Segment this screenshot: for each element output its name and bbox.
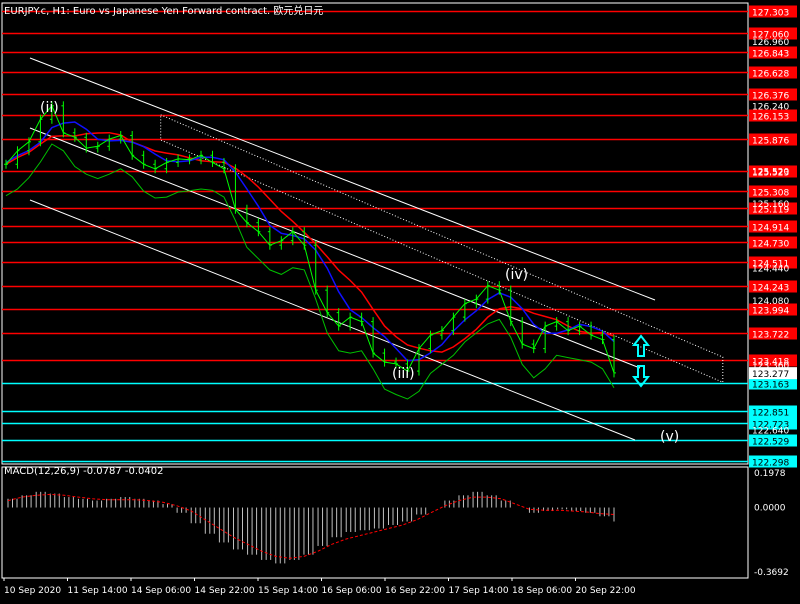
current-price-label: 123.277 xyxy=(752,370,789,380)
channel-lower-line xyxy=(29,199,636,441)
resistance-level-tag xyxy=(749,185,797,198)
signal-arrows xyxy=(631,334,651,388)
price-axis-label: 124.440 xyxy=(752,265,789,275)
time-label: 10 Sep 2020 xyxy=(4,586,61,596)
resistance-level-tag xyxy=(749,327,797,340)
resistance-level-tag xyxy=(749,88,797,101)
macd-axis-label: -0.3692 xyxy=(754,568,789,578)
arrow-down-icon xyxy=(631,365,651,388)
time-axis: 10 Sep 2020 11 Sep 14:00 14 Sep 06:00 14 Se… xyxy=(3,578,636,596)
resistance-level-tag xyxy=(749,66,797,79)
resistance-level-tag xyxy=(749,133,797,146)
support-level-label: 122.529 xyxy=(752,438,789,448)
moving-averages xyxy=(5,121,615,400)
resistance-level-label: 124.914 xyxy=(752,224,789,234)
resistance-level-label: 124.511 xyxy=(752,260,789,270)
support-level-tag xyxy=(749,417,797,430)
macd-plot: 0.1978 0.0000 -0.3692 xyxy=(7,469,789,578)
resistance-level-tag xyxy=(749,27,797,40)
resistance-level-tag xyxy=(749,202,797,215)
resistance-level-label: 125.523 xyxy=(752,169,789,179)
resistance-level-tag xyxy=(749,256,797,269)
support-level-tag xyxy=(749,377,797,390)
price-axis-label: 123.360 xyxy=(752,362,789,372)
resistance-level-tag xyxy=(749,109,797,122)
wave-label: (ii) xyxy=(40,100,59,116)
resistance-level-label: 123.722 xyxy=(752,331,789,341)
resistance-level-tag xyxy=(749,220,797,233)
resistance-level-label: 124.730 xyxy=(752,240,789,250)
support-level-label: 122.298 xyxy=(752,459,789,469)
time-label: 14 Sep 22:00 xyxy=(195,586,255,596)
support-level-label: 122.723 xyxy=(752,421,789,431)
resistance-level-label: 123.994 xyxy=(752,307,789,317)
ma-red-line xyxy=(5,131,615,353)
macd-axis-label: 0.0000 xyxy=(754,504,786,514)
time-label: 11 Sep 14:00 xyxy=(68,586,128,596)
price-close-line xyxy=(5,104,615,374)
wave-label: (iv) xyxy=(505,267,528,283)
resistance-level-label: 125.119 xyxy=(752,206,789,216)
support-level-tag xyxy=(749,455,797,468)
support-level-label: 123.163 xyxy=(752,381,789,391)
time-label: 14 Sep 06:00 xyxy=(131,586,191,596)
macd-axis-label: 0.1978 xyxy=(754,469,786,479)
price-axis-label: 126.240 xyxy=(752,103,789,113)
macd-readout: MACD(12,26,9) -0.0787 -0.0402 xyxy=(4,466,164,477)
resistance-level-tag xyxy=(749,46,797,59)
horizontal-levels xyxy=(2,10,748,463)
channel-middle-line xyxy=(29,127,641,369)
resistance-level-tag xyxy=(749,236,797,249)
resistance-level-label: 125.308 xyxy=(752,189,789,199)
resistance-level-label: 126.843 xyxy=(752,50,789,60)
support-level-tag xyxy=(749,405,797,418)
ichimoku-cloud xyxy=(160,114,724,384)
arrow-up-icon xyxy=(631,334,651,357)
resistance-level-tag xyxy=(749,280,797,293)
resistance-level-tag xyxy=(749,165,797,178)
time-label: 17 Sep 14:00 xyxy=(449,586,509,596)
price-axis-label: 125.520 xyxy=(752,167,789,177)
resistance-level-tag xyxy=(749,354,797,367)
ma-blue-line xyxy=(5,121,615,362)
macd-signal-line xyxy=(7,493,615,559)
time-label: 16 Sep 22:00 xyxy=(385,586,445,596)
price-axis-label: 126.960 xyxy=(752,38,789,48)
resistance-level-label: 127.303 xyxy=(752,9,789,19)
price-axis: 127.303 127.060 126.843 126.628 126.376 126.1… xyxy=(749,5,797,469)
macd-window-frame xyxy=(1,466,749,579)
wave-labels: (ii) (iii) (iv) (v) xyxy=(40,100,679,445)
support-level-tag xyxy=(749,434,797,447)
current-price-tag xyxy=(749,367,797,380)
price-axis-label: 125.160 xyxy=(752,200,789,210)
support-level-label: 122.851 xyxy=(752,409,789,419)
wave-label: (v) xyxy=(660,429,679,445)
price-axis-label: 122.640 xyxy=(752,426,789,436)
price-bars xyxy=(4,101,616,378)
resistance-level-tag xyxy=(749,303,797,316)
main-chart-frame xyxy=(1,2,749,465)
cloud-band xyxy=(160,114,724,384)
chart-title: EURJPY.c, H1: Euro vs Japanese Yen Forwa… xyxy=(4,6,324,17)
wave-label: (iii) xyxy=(392,366,415,382)
ma-green-line xyxy=(5,143,615,400)
resistance-level-label: 127.060 xyxy=(752,31,789,41)
resistance-level-label: 123.418 xyxy=(752,358,789,368)
time-label: 18 Sep 06:00 xyxy=(512,586,572,596)
time-label: 16 Sep 06:00 xyxy=(322,586,382,596)
resistance-level-tag xyxy=(749,5,797,18)
resistance-level-label: 126.153 xyxy=(752,113,789,123)
channel-upper-line xyxy=(29,57,656,301)
time-label: 20 Sep 22:00 xyxy=(576,586,636,596)
resistance-level-label: 126.376 xyxy=(752,92,789,102)
resistance-level-label: 124.243 xyxy=(752,284,789,294)
time-label: 15 Sep 14:00 xyxy=(258,586,318,596)
price-axis-label: 124.080 xyxy=(752,297,789,307)
resistance-level-label: 125.876 xyxy=(752,137,789,147)
resistance-level-label: 126.628 xyxy=(752,70,789,80)
